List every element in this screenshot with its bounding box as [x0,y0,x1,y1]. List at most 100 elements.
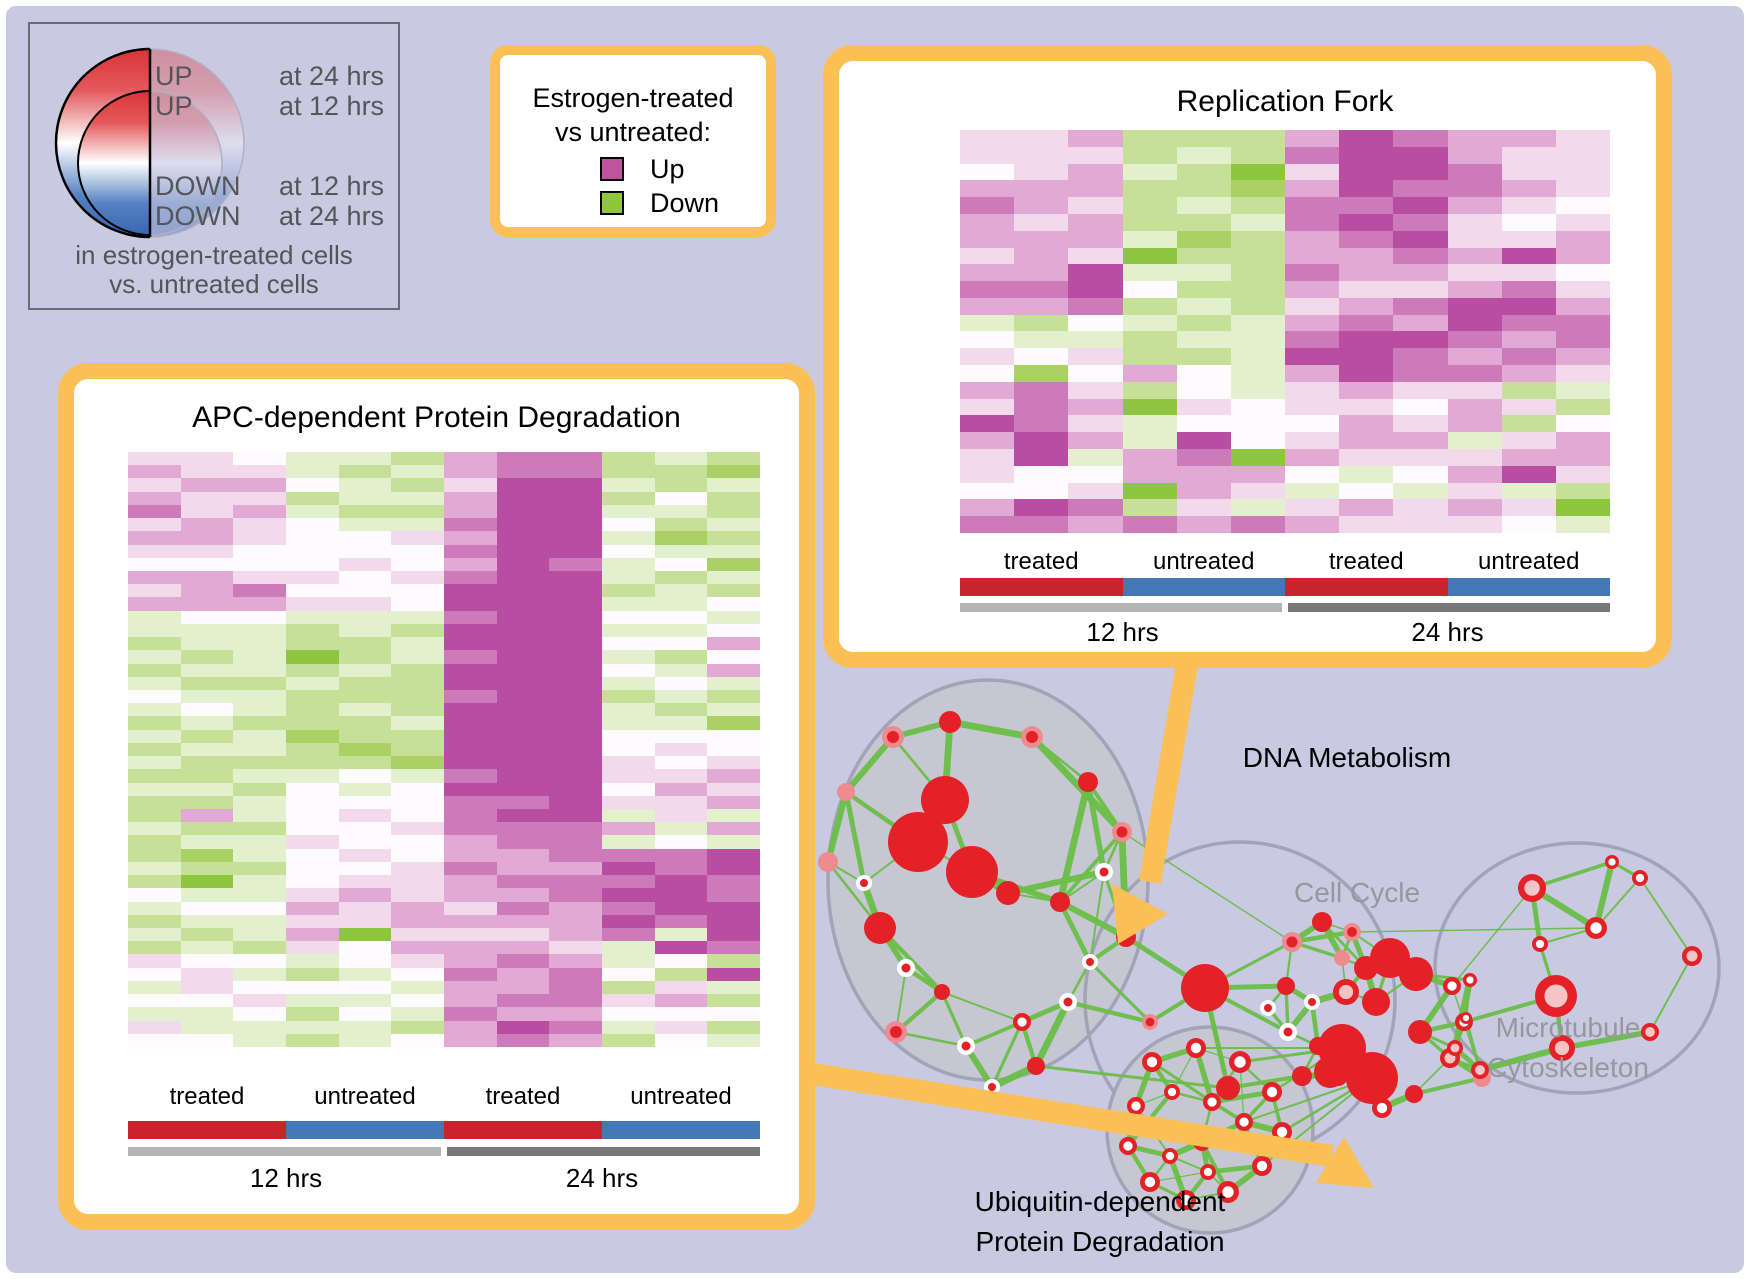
condition-label-treated-2: treated [485,1083,561,1110]
gene-node [1354,956,1378,980]
heatmap-cell [1555,499,1610,517]
heatmap-cell [1501,365,1556,382]
heatmap-cell [286,504,339,519]
heatmap-cell [391,663,444,677]
heatmap-cell [180,610,234,624]
heatmap-cell [233,875,286,889]
heatmap-cell [233,822,286,836]
heatmap-cell [128,465,181,479]
heatmap-cell [707,729,760,743]
heatmap-cell [1393,247,1448,265]
heatmap-cell [654,703,708,717]
heatmap-cell [180,742,234,757]
heatmap-cell [391,610,444,624]
network-edge [1479,1045,1563,1073]
heatmap-cell [602,980,655,995]
heatmap-cell [338,861,392,876]
heatmap-cell [707,888,760,902]
heatmap-cell [1339,213,1394,231]
heatmap-cell [444,875,497,889]
heatmap-cell [1285,197,1340,214]
heatmap-cell [1501,314,1556,332]
heatmap-cell [1339,365,1394,382]
gene-node [1277,977,1295,995]
heatmap-cell [496,795,550,809]
heatmap-cell [1339,297,1394,315]
heatmap-cell [1122,130,1177,147]
heatmap-cell [391,623,444,638]
heatmap-cell [707,610,760,624]
heatmap-cell [391,518,444,532]
heatmap-cell [286,861,339,876]
heatmap-cell [338,452,392,466]
heatmap-cell [128,676,181,690]
heatmap-cell [286,980,339,995]
time-bar-0 [128,1147,441,1156]
heatmap-cell [549,1020,602,1034]
heatmap-cell [444,610,497,624]
heatmap-cell [338,584,392,598]
heatmap-cell [1393,415,1448,433]
heatmap-cell [128,1020,181,1034]
down-color-swatch [600,191,624,215]
heatmap-cell [444,809,497,823]
heatmap-cell [496,597,550,611]
heatmap-cell [549,690,602,704]
heatmap-cell [444,491,497,505]
heatmap-cell [1068,297,1123,315]
heatmap-cell [1122,432,1177,450]
heatmap-cell [233,954,286,968]
heatmap-cell [654,848,708,862]
heatmap-cell [1555,146,1610,164]
heatmap-cell [654,1033,708,1047]
heatmap-cell [496,676,550,690]
heatmap-cell [444,967,497,981]
heatmap-cell [286,584,339,598]
ubiquitin-label-line2: Protein Degradation [975,1226,1225,1257]
heatmap-cell [1176,213,1231,231]
heatmap-cell [128,729,181,743]
heatmap-cell [1068,449,1123,466]
heatmap-cell [1176,197,1231,214]
heatmap-cell [960,398,1015,416]
heatmap-cell [654,452,708,466]
heatmap-cell [338,980,392,995]
heatmap-cell [180,967,234,981]
gene-node-core [1145,1017,1155,1027]
network-edge [843,791,867,884]
heatmap-cell [1447,432,1502,450]
time-bar-0 [960,603,1282,612]
heatmap-cell [233,584,286,598]
heatmap-cell [602,888,655,902]
heatmap-cell [960,449,1015,466]
heatmap-cell [1014,197,1069,214]
heatmap-cell [1176,482,1231,500]
heatmap-cell [338,650,392,664]
heatmap-cell [286,676,339,690]
heatmap-cell [1122,230,1177,248]
heatmap-cell [1068,415,1123,433]
gene-node [818,852,838,872]
heatmap-cell [960,281,1015,298]
heatmap-cell [1285,146,1340,164]
time-label-1: 24 hrs [1411,617,1484,647]
heatmap-cell [338,663,392,677]
heatmap-cell [233,452,286,466]
heatmap-cell [391,716,444,730]
gene-node-core [1462,1014,1470,1022]
heatmap-cell [1176,331,1231,349]
heatmap-cell [338,795,392,809]
heatmap-cell [286,729,339,743]
heatmap-cell [128,650,181,664]
gene-node-core [1146,1056,1158,1068]
heatmap-cell [338,888,392,902]
heatmap-cell [1285,465,1340,483]
heatmap-cell [338,716,392,730]
heatmap-cell [338,769,392,783]
heatmap-cell [602,597,655,611]
heatmap-cell [286,848,339,862]
heatmap-cell [128,769,181,783]
gene-node-core [886,730,900,744]
heatmap-cell [707,875,760,889]
heatmap-cell [1555,197,1610,214]
